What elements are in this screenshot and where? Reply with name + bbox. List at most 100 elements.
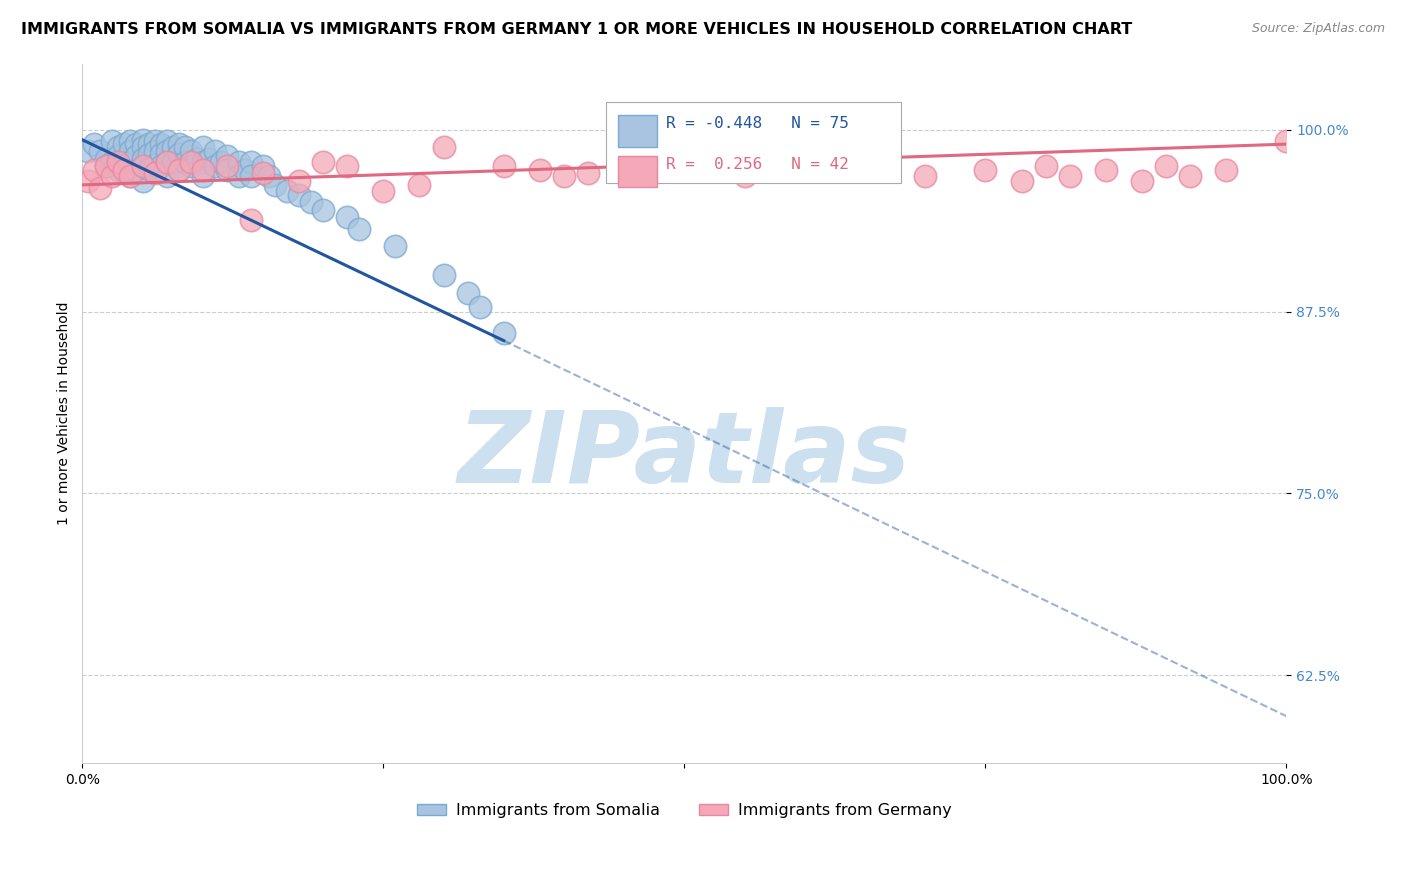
Text: R =  0.256   N = 42: R = 0.256 N = 42 <box>666 157 849 172</box>
Point <box>107 154 129 169</box>
Point <box>191 169 214 183</box>
Point <box>1215 163 1237 178</box>
Point <box>114 163 136 178</box>
Point <box>83 163 105 178</box>
Point <box>167 137 190 152</box>
Point <box>149 159 172 173</box>
Point <box>77 145 100 159</box>
Point <box>107 149 129 163</box>
Point <box>252 159 274 173</box>
Point <box>173 140 195 154</box>
Point <box>162 140 184 154</box>
Point <box>114 154 136 169</box>
Point <box>914 169 936 183</box>
Point <box>180 159 202 173</box>
Point <box>1130 173 1153 187</box>
Point <box>457 285 479 300</box>
Point <box>373 184 395 198</box>
Point <box>125 163 148 178</box>
Point <box>155 154 177 169</box>
Point <box>529 163 551 178</box>
Point <box>288 173 311 187</box>
Point <box>143 157 166 171</box>
Point <box>131 173 153 187</box>
Point <box>180 154 202 169</box>
Point <box>264 178 287 192</box>
Point <box>974 163 997 178</box>
Point <box>143 145 166 159</box>
Point <box>131 133 153 147</box>
Point <box>155 169 177 183</box>
Point <box>120 145 142 159</box>
Point <box>204 159 226 173</box>
Text: IMMIGRANTS FROM SOMALIA VS IMMIGRANTS FROM GERMANY 1 OR MORE VEHICLES IN HOUSEHO: IMMIGRANTS FROM SOMALIA VS IMMIGRANTS FR… <box>21 22 1132 37</box>
Point <box>89 145 111 159</box>
Point <box>101 154 124 169</box>
Point <box>492 326 515 341</box>
Point <box>239 154 262 169</box>
Point <box>77 173 100 187</box>
Point <box>191 163 214 178</box>
Point <box>1275 134 1298 148</box>
Point <box>101 134 124 148</box>
Point <box>215 159 238 173</box>
Point <box>96 152 118 166</box>
Point <box>215 149 238 163</box>
Point <box>131 140 153 154</box>
Point <box>83 137 105 152</box>
Point <box>162 154 184 169</box>
Point <box>432 268 454 282</box>
Point <box>197 152 219 166</box>
Text: ZIPatlas: ZIPatlas <box>458 407 911 504</box>
Point <box>101 169 124 183</box>
Point <box>257 169 280 183</box>
Point <box>167 163 190 178</box>
Point <box>96 159 118 173</box>
Point <box>349 221 371 235</box>
Point <box>204 145 226 159</box>
FancyBboxPatch shape <box>619 115 657 146</box>
Point <box>793 163 815 178</box>
Point <box>239 212 262 227</box>
FancyBboxPatch shape <box>619 155 657 187</box>
Point <box>312 154 335 169</box>
Point <box>408 178 430 192</box>
Point <box>312 202 335 217</box>
Point <box>239 169 262 183</box>
Point <box>576 166 599 180</box>
Point <box>853 159 876 173</box>
Point <box>1095 163 1118 178</box>
Point <box>120 154 142 169</box>
Point <box>138 161 160 176</box>
Point <box>1059 169 1081 183</box>
Point <box>173 154 195 169</box>
Point <box>673 159 696 173</box>
Point <box>155 145 177 159</box>
Point <box>125 137 148 152</box>
Point <box>120 134 142 148</box>
Point <box>468 300 491 314</box>
Point <box>138 137 160 152</box>
Point <box>89 181 111 195</box>
Point <box>215 163 238 178</box>
Point <box>138 147 160 161</box>
Point <box>1011 173 1033 187</box>
FancyBboxPatch shape <box>606 103 901 183</box>
Point <box>1178 169 1201 183</box>
Point <box>276 184 298 198</box>
Point <box>131 161 153 175</box>
Point <box>228 169 250 183</box>
Point <box>432 140 454 154</box>
Point <box>120 169 142 183</box>
Point <box>384 239 406 253</box>
Point <box>288 188 311 202</box>
Point <box>167 147 190 161</box>
Point <box>143 166 166 180</box>
Point <box>155 134 177 148</box>
Point <box>149 147 172 161</box>
Point <box>107 140 129 154</box>
Point <box>125 149 148 163</box>
Point <box>120 169 142 183</box>
Point <box>1154 159 1177 173</box>
Point <box>553 169 575 183</box>
